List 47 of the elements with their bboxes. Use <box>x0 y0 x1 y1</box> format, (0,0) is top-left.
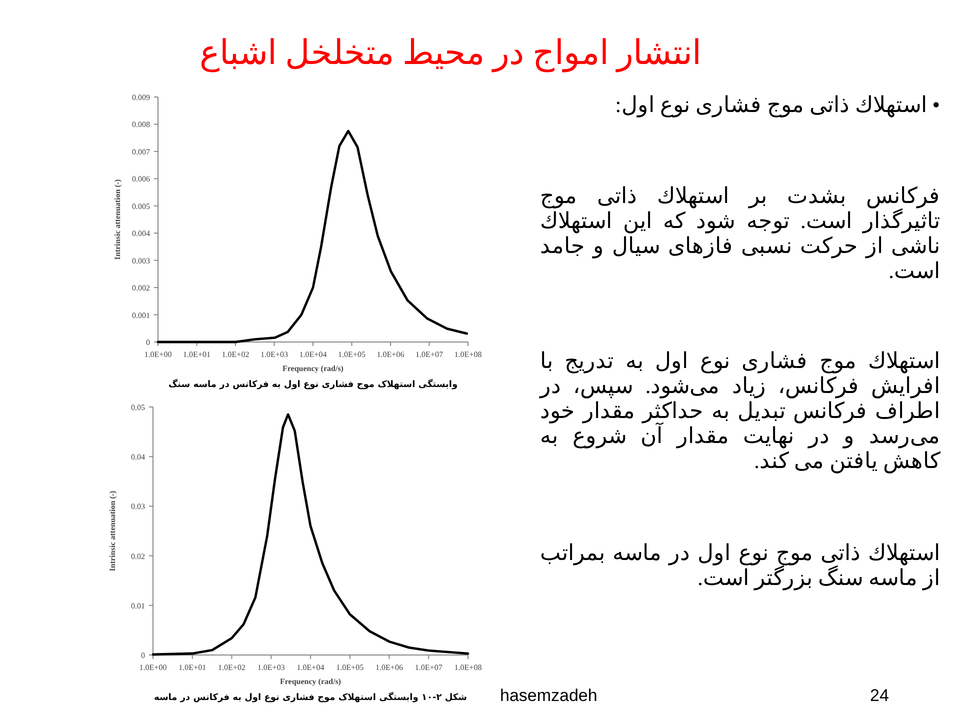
x-tick-label: 1.0E+02 <box>222 350 250 359</box>
y-tick-label: 0.04 <box>131 452 145 462</box>
x-tick-label: 1.0E+06 <box>376 350 404 359</box>
x-tick-label: 1.0E+08 <box>454 663 482 672</box>
x-tick-label: 1.0E+08 <box>454 350 482 359</box>
text: • استهلاك ذاتی موج فشاری نوع اول: <box>614 92 940 117</box>
text: استهلاك موج فشاری نوع اول به تدریج با افرایش فرکانس، زیاد می‌شود. سپس، در اطراف فرکانس تبدیل به حداکثر مقدار خود می‌رسد و در نهایت مقدار آن شروع به کاهش یافتن می کند. <box>540 348 940 473</box>
y-tick-label: 0.03 <box>131 502 145 512</box>
text: انتشار امواج در محیط متخلخل اشباع <box>198 34 702 73</box>
y-tick-label: 0.001 <box>132 310 150 320</box>
text: 24 <box>870 686 889 706</box>
x-tick-label: 1.0E+05 <box>336 663 364 672</box>
x-tick-label: 1.0E+05 <box>338 350 366 359</box>
y-axis-title: Intrinsic attenuation (-) <box>108 490 117 572</box>
y-tick-label: 0.009 <box>132 93 150 102</box>
y-tick-label: 0.006 <box>132 174 150 184</box>
x-tick-label: 1.0E+07 <box>416 350 443 359</box>
x-axis-title: Frequency (rad/s) <box>280 677 342 686</box>
y-axis-title: Intrinsic attenuation (-) <box>113 178 122 260</box>
y-tick-label: 0.01 <box>131 601 145 610</box>
text: فرکانس بشدت بر استهلاك ذاتی موج تاثیرگذار است. توجه شود که این استهلاك ناشی از حرکت نسبی فازهای سیال و جامد است. <box>540 183 940 283</box>
y-tick-label: 0.007 <box>132 147 150 156</box>
x-tick-label: 1.0E+01 <box>183 350 210 359</box>
text: وابستگی استهلاک موج فشاری نوع اول به فرکانس در ماسه سنگ <box>167 380 459 390</box>
x-tick-label: 1.0E+04 <box>296 663 324 672</box>
y-tick-label: 0.002 <box>132 284 150 293</box>
x-tick-label: 1.0E+03 <box>257 663 285 672</box>
y-tick-label: 0.05 <box>131 403 145 412</box>
y-tick-label: 0.005 <box>132 202 150 211</box>
y-tick-label: 0.004 <box>132 229 150 238</box>
y-tick-label: 0.008 <box>132 120 150 130</box>
x-tick-label: 1.0E+06 <box>376 663 403 672</box>
x-axis-title: Frequency (rad/s) <box>282 364 344 373</box>
x-tick-label: 1.0E+07 <box>414 663 442 672</box>
y-tick-label: 0 <box>141 651 145 660</box>
x-tick-label: 1.0E+02 <box>218 663 246 672</box>
x-tick-label: 1.0E+04 <box>299 350 327 359</box>
text: شکل ۲-۱۰ وابستگی استهلاک موج فشاری نوع اول به فرکانس در ماسه <box>154 693 467 703</box>
x-tick-label: 1.0E+03 <box>260 350 288 359</box>
y-tick-label: 0 <box>146 338 150 347</box>
y-tick-label: 0.003 <box>132 256 150 266</box>
x-tick-label: 1.0E+01 <box>178 663 206 672</box>
y-tick-label: 0.02 <box>131 552 145 561</box>
x-tick-label: 1.0E+00 <box>144 350 172 359</box>
text: استهلاك ذاتی موج نوع اول در ماسه بمراتب از ماسه سنگ بزرگتر است. <box>540 540 940 590</box>
x-tick-label: 1.0E+00 <box>139 663 167 672</box>
text: hasemzadeh <box>500 686 598 706</box>
